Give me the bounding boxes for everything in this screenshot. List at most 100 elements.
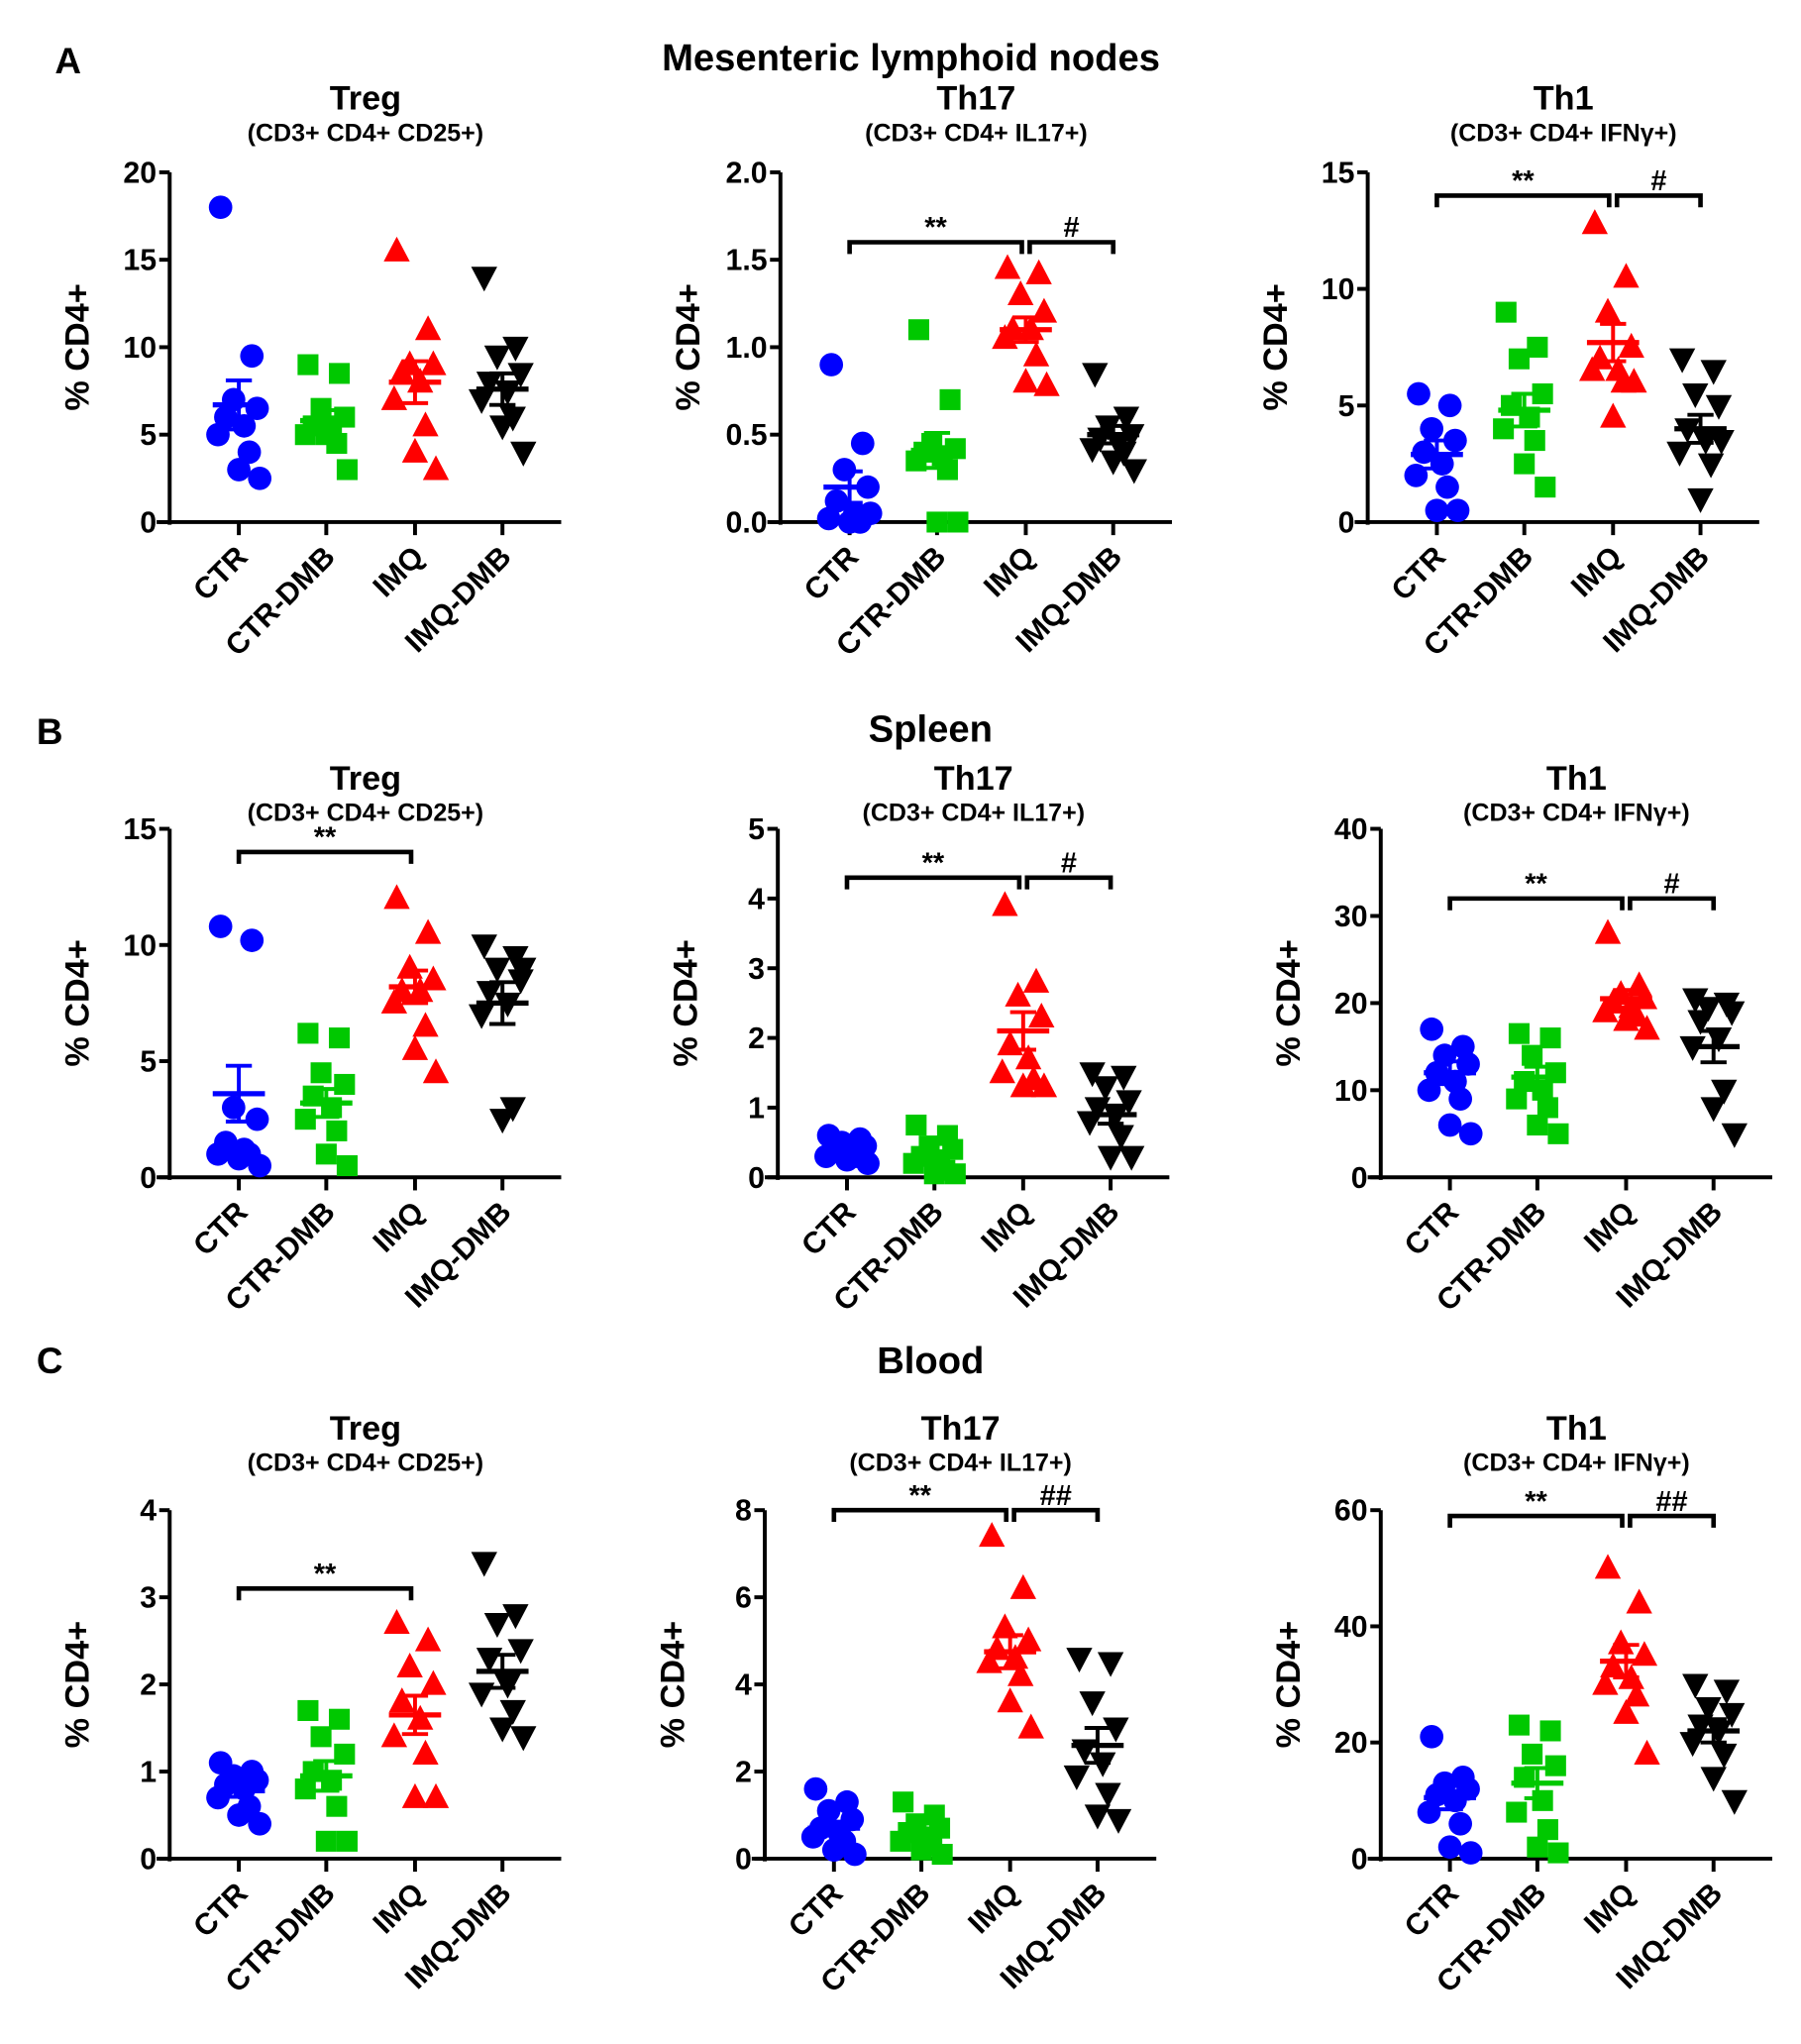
x-tick-label: IMQ [978,540,1041,603]
data-point [328,363,351,384]
data-point [1095,1782,1121,1808]
data-point [476,981,503,1007]
y-tick-label: 4 [140,1495,157,1528]
x-tick-label: IMQ [368,540,431,603]
y-tick-label: 0 [735,1843,752,1876]
y-tick-label: 40 [1334,1611,1368,1644]
data-point [1687,487,1714,513]
data-point [1711,1079,1738,1105]
significance-bracket [1447,1513,1625,1528]
significance-label: ** [314,1559,337,1590]
y-tick-label: 2 [748,1022,765,1055]
series-ctr [1417,1724,1483,1865]
data-point [1700,1767,1727,1792]
data-point [297,1699,319,1721]
series-ctr [816,353,883,534]
data-point [1524,430,1545,452]
data-point [1623,1681,1650,1707]
significance-bracket [844,875,1022,890]
data-point [245,1107,269,1131]
data-point [315,1830,337,1852]
chart-title: Th1 [1546,760,1607,798]
y-tick-label: 2 [735,1757,752,1789]
data-point [1007,279,1034,306]
data-point [947,511,969,533]
data-point [232,414,257,438]
chart-panel: Th17(CD3+ CD4+ IL17+) 0.0 0.5 1.0 1.5 2.0 % CD… [670,80,1173,663]
data-point [1682,1673,1709,1699]
data-point [420,1669,447,1695]
section-title-blood: Blood [877,1340,984,1382]
y-axis-label: % CD4+ [667,939,704,1066]
data-point [1420,1017,1444,1041]
data-point [1536,1819,1558,1841]
data-point [979,1522,1006,1548]
chart-subtitle: (CD3+ CD4+ CD25+) [248,1450,483,1477]
series-imq-dmb [468,934,537,1134]
data-point [420,350,447,376]
series-ctr [206,1751,272,1836]
significance-bracket [1024,875,1113,890]
series-ctr [800,1776,867,1867]
chart-subtitle: (CD3+ CD4+ IFNγ+) [1450,119,1677,147]
y-axis-label: % CD4+ [1270,1621,1308,1749]
data-point [1700,360,1727,385]
y-axis-label: % CD4+ [59,1621,97,1749]
chart-subtitle: (CD3+ CD4+ CD25+) [248,800,483,827]
x-tick-label: CTR [1386,540,1452,606]
y-tick-label: 30 [1334,901,1368,933]
data-point [471,934,497,960]
x-tick-label: CTR [795,1196,862,1262]
data-point [380,1722,408,1748]
series-ctr-dmb [294,1022,358,1177]
series-imq [380,1609,450,1808]
data-point [294,1778,316,1800]
y-tick-label: 15 [123,813,157,846]
data-point [1407,381,1430,406]
y-tick-label: 10 [1334,1075,1368,1108]
data-point [1007,1661,1034,1686]
y-tick-label: 0.0 [726,506,768,539]
x-tick-label: IMQ [1578,1196,1642,1259]
data-point [997,1687,1023,1713]
data-point [1437,393,1462,418]
data-point [1547,1123,1569,1144]
data-point [850,431,875,456]
data-point [471,1552,497,1577]
series-imq-dmb [1679,988,1748,1148]
data-point [1014,1044,1042,1070]
data-point [1532,382,1553,405]
data-point [1594,1554,1622,1579]
series-imq-dmb [1076,1062,1145,1171]
data-point [976,1648,1003,1673]
x-tick-label: CTR [783,1877,849,1943]
data-point [1514,453,1536,475]
y-tick-label: 5 [140,1046,157,1079]
x-tick-label: CTR [187,540,254,606]
y-tick-label: 20 [1334,1727,1368,1760]
chart-subtitle: (CD3+ CD4+ IL17+) [849,1450,1072,1477]
data-point [328,1027,351,1049]
x-tick-label: CTR [798,540,865,606]
series-imq-dmb [468,267,537,467]
data-point [944,1163,966,1185]
significance-bracket [236,849,414,864]
data-point [240,344,265,369]
chart-title: Th17 [934,760,1013,798]
data-point [1682,382,1709,408]
significance-label: ** [1525,869,1547,901]
significance-bracket [1614,193,1703,208]
data-point [1417,1078,1441,1103]
series-ctr-dmb [1506,1022,1569,1144]
chart-subtitle: (CD3+ CD4+ IFNγ+) [1463,1450,1690,1477]
data-point [468,1004,495,1029]
data-point [294,424,316,446]
y-tick-label: 8 [735,1495,752,1528]
y-tick-label: 1.0 [726,332,768,365]
significance-bracket [236,1586,414,1601]
data-point [208,195,233,220]
data-point [227,458,251,482]
data-point [507,969,534,995]
data-point [1536,1097,1558,1119]
